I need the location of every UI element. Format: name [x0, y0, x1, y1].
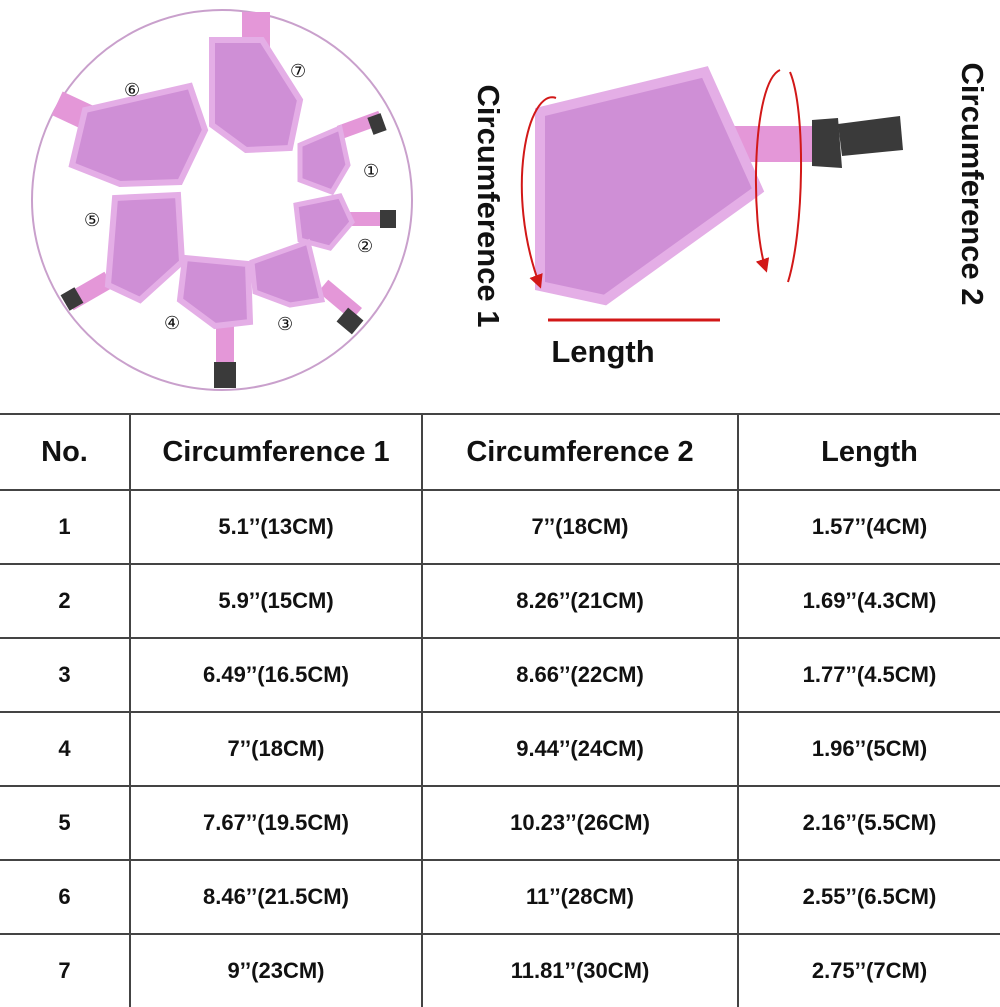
cell-circumference-2: 8.66’’(22CM) — [421, 637, 739, 713]
cell-circumference-1: 7’’(18CM) — [129, 711, 423, 787]
size-label-7: ⑦ — [290, 61, 306, 82]
size-label-2: ② — [357, 236, 373, 257]
circumference-2-arrow — [754, 69, 781, 273]
muzzle-size-6 — [51, 82, 209, 188]
table-row: 7 9’’(23CM) 11.81’’(30CM) 2.75’’(7CM) — [0, 933, 1000, 1007]
table-row: 3 6.49’’(16.5CM) 8.66’’(22CM) 1.77’’(4.5CM) — [0, 637, 1000, 713]
table-header-row: No. Circumference 1 Circumference 2 Leng… — [0, 413, 1000, 491]
size-label-5: ⑤ — [84, 210, 100, 231]
header-no: No. — [0, 413, 131, 491]
muzzle-size-1 — [297, 110, 387, 196]
muzzle-size-3 — [249, 238, 364, 335]
header-circumference-1: Circumference 1 — [129, 413, 423, 491]
muzzle-size-7 — [209, 12, 304, 154]
cell-circumference-1: 5.9’’(15CM) — [129, 563, 423, 639]
buckle-icon — [812, 118, 842, 168]
cell-length: 1.69’’(4.3CM) — [737, 563, 1000, 639]
size-label-4: ④ — [164, 313, 180, 334]
header-length: Length — [737, 413, 1000, 491]
cell-size-no: 7 — [0, 933, 131, 1007]
cell-circumference-2: 10.23’’(26CM) — [421, 785, 739, 861]
cell-circumference-2: 9.44’’(24CM) — [421, 711, 739, 787]
cell-length: 1.96’’(5CM) — [737, 711, 1000, 787]
length-label: Length — [551, 334, 654, 369]
size-label-1: ① — [363, 161, 379, 182]
cell-circumference-1: 9’’(23CM) — [129, 933, 423, 1007]
circumference-1-arrow — [520, 96, 557, 289]
table-row: 6 8.46’’(21.5CM) 11’’(28CM) 2.55’’(6.5CM) — [0, 859, 1000, 935]
cell-circumference-2: 11.81’’(30CM) — [421, 933, 739, 1007]
cell-length: 2.55’’(6.5CM) — [737, 859, 1000, 935]
table-row: 2 5.9’’(15CM) 8.26’’(21CM) 1.69’’(4.3CM) — [0, 563, 1000, 639]
cell-circumference-1: 6.49’’(16.5CM) — [129, 637, 423, 713]
cell-size-no: 3 — [0, 637, 131, 713]
size-label-6: ⑥ — [124, 80, 140, 101]
cell-size-no: 2 — [0, 563, 131, 639]
cell-size-no: 1 — [0, 489, 131, 565]
circumference-2-label: Circumference 2 — [955, 63, 990, 306]
cell-length: 2.16’’(5.5CM) — [737, 785, 1000, 861]
muzzle-size-4 — [176, 254, 254, 388]
circumference-1-label: Circumference 1 — [471, 85, 506, 328]
size-chart-table: No. Circumference 1 Circumference 2 Leng… — [0, 413, 1000, 1007]
size-label-3: ③ — [277, 314, 293, 335]
table-row: 1 5.1’’(13CM) 7’’(18CM) 1.57’’(4CM) — [0, 489, 1000, 565]
muzzle-size-5 — [60, 191, 186, 311]
cell-size-no: 6 — [0, 859, 131, 935]
table-row: 4 7’’(18CM) 9.44’’(24CM) 1.96’’(5CM) — [0, 711, 1000, 787]
cell-circumference-1: 5.1’’(13CM) — [129, 489, 423, 565]
cell-size-no: 5 — [0, 785, 131, 861]
cell-circumference-2: 7’’(18CM) — [421, 489, 739, 565]
cell-length: 2.75’’(7CM) — [737, 933, 1000, 1007]
table-body: 1 5.1’’(13CM) 7’’(18CM) 1.57’’(4CM) 2 5.9’’(1… — [0, 489, 1000, 1007]
cell-length: 1.57’’(4CM) — [737, 489, 1000, 565]
table-row: 5 7.67’’(19.5CM) 10.23’’(26CM) 2.16’’(5.5CM… — [0, 785, 1000, 861]
cell-circumference-1: 8.46’’(21.5CM) — [129, 859, 423, 935]
cell-circumference-1: 7.67’’(19.5CM) — [129, 785, 423, 861]
cell-circumference-2: 11’’(28CM) — [421, 859, 739, 935]
muzzle-ring-illustration: ① ② ③ ④ ⑤ ⑥ ⑦ — [31, 9, 413, 391]
cell-circumference-2: 8.26’’(21CM) — [421, 563, 739, 639]
cell-length: 1.77’’(4.5CM) — [737, 637, 1000, 713]
product-illustration: ① ② ③ ④ ⑤ ⑥ ⑦ Circumference 1 Circumfere… — [31, 9, 990, 391]
measurement-diagram: Circumference 1 Circumference 2 Length — [471, 63, 990, 369]
muzzle-size-2 — [293, 193, 396, 251]
cell-size-no: 4 — [0, 711, 131, 787]
muzzle-large — [535, 66, 903, 306]
header-circumference-2: Circumference 2 — [421, 413, 739, 491]
